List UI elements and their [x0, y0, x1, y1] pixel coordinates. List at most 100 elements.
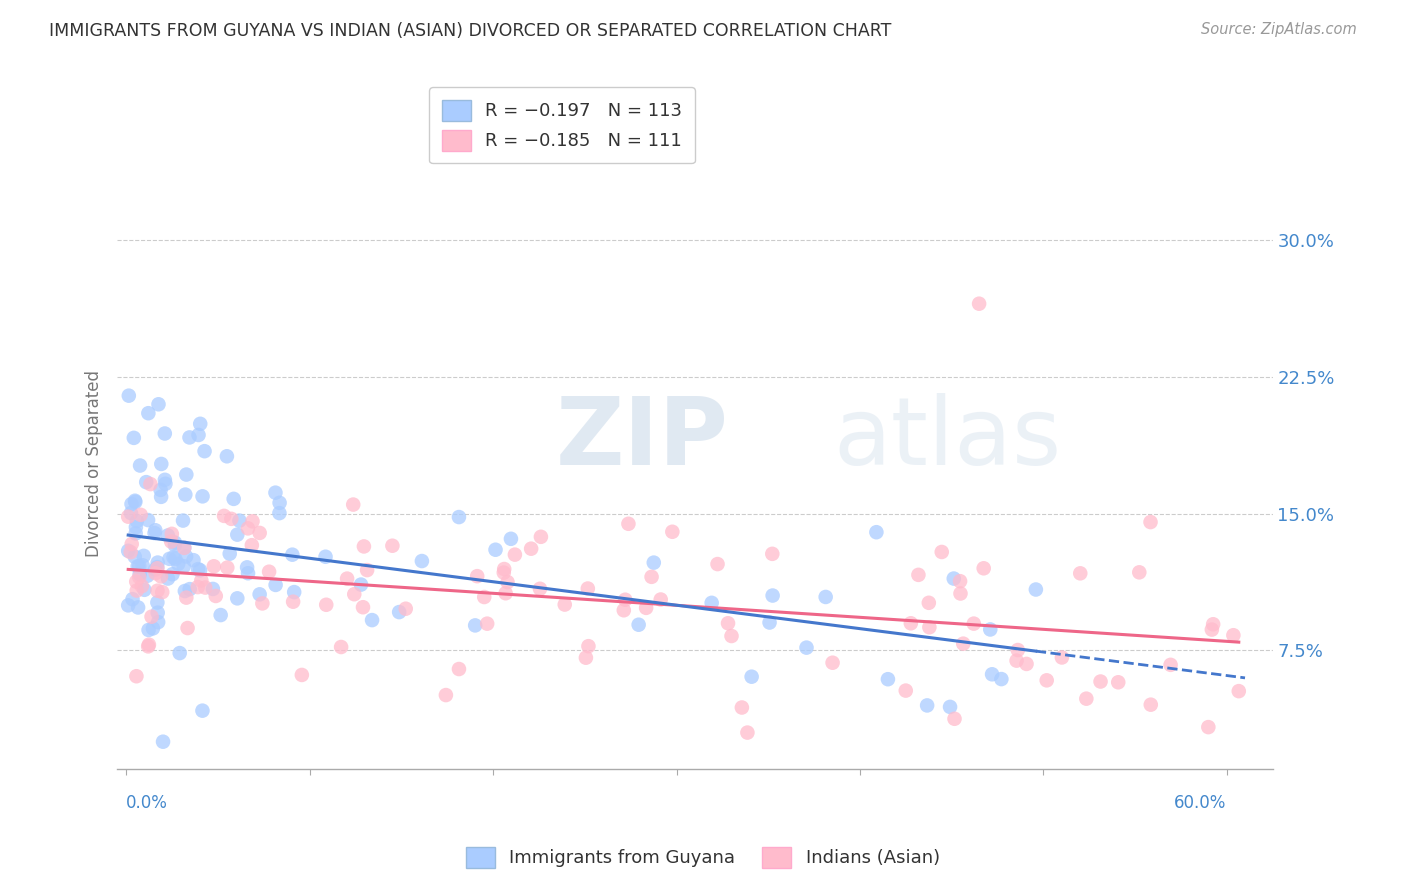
Point [1139, 515, 1161, 529]
Point [1160, 657, 1182, 672]
Point [350, 577, 373, 591]
Point [706, 557, 728, 571]
Point [188, 563, 211, 577]
Text: IMMIGRANTS FROM GUYANA VS INDIAN (ASIAN) DIVORCED OR SEPARATED CORRELATION CHART: IMMIGRANTS FROM GUYANA VS INDIAN (ASIAN)… [49, 22, 891, 40]
Point [636, 600, 658, 615]
Point [1197, 720, 1219, 734]
Legend: R = −0.197   N = 113, R = −0.185   N = 111: R = −0.197 N = 113, R = −0.185 N = 111 [429, 87, 695, 163]
Point [142, 621, 165, 635]
Point [221, 512, 243, 526]
Point [821, 656, 844, 670]
Point [156, 572, 179, 586]
Point [661, 524, 683, 539]
Point [411, 554, 433, 568]
Point [907, 567, 929, 582]
Point [163, 538, 186, 552]
Point [129, 458, 152, 473]
Point [121, 537, 143, 551]
Point [578, 639, 600, 653]
Point [1201, 623, 1223, 637]
Point [762, 589, 785, 603]
Point [1005, 654, 1028, 668]
Point [249, 525, 271, 540]
Point [176, 591, 198, 605]
Point [160, 526, 183, 541]
Point [217, 560, 239, 574]
Point [187, 428, 209, 442]
Point [187, 580, 209, 594]
Point [156, 528, 179, 542]
Point [291, 668, 314, 682]
Point [737, 725, 759, 739]
Point [146, 560, 169, 574]
Point [202, 559, 225, 574]
Point [194, 581, 217, 595]
Point [447, 510, 470, 524]
Point [236, 566, 259, 581]
Point [900, 616, 922, 631]
Point [134, 582, 156, 597]
Point [643, 556, 665, 570]
Point [967, 296, 990, 310]
Point [159, 551, 181, 566]
Point [145, 566, 167, 581]
Point [918, 596, 941, 610]
Point [281, 595, 304, 609]
Point [128, 570, 150, 584]
Point [484, 542, 506, 557]
Point [153, 473, 176, 487]
Point [640, 570, 662, 584]
Point [520, 541, 543, 556]
Point [952, 637, 974, 651]
Point [650, 592, 672, 607]
Point [865, 525, 887, 540]
Point [554, 598, 576, 612]
Point [388, 605, 411, 619]
Point [240, 538, 263, 552]
Point [949, 574, 972, 589]
Point [1025, 582, 1047, 597]
Point [264, 578, 287, 592]
Point [149, 483, 172, 497]
Point [395, 601, 418, 615]
Point [173, 541, 195, 555]
Point [136, 640, 159, 654]
Point [942, 572, 965, 586]
Point [204, 589, 226, 603]
Point [236, 560, 259, 574]
Point [990, 672, 1012, 686]
Point [981, 667, 1004, 681]
Point [191, 489, 214, 503]
Point [530, 530, 553, 544]
Point [499, 532, 522, 546]
Point [529, 582, 551, 596]
Point [613, 603, 636, 617]
Point [173, 541, 195, 555]
Point [118, 389, 141, 403]
Point [877, 672, 900, 686]
Point [894, 683, 917, 698]
Point [173, 559, 195, 574]
Point [242, 514, 264, 528]
Point [117, 599, 139, 613]
Point [179, 430, 201, 444]
Point [179, 582, 201, 596]
Point [252, 596, 274, 610]
Point [162, 550, 184, 565]
Point [150, 569, 173, 583]
Point [1139, 698, 1161, 712]
Point [576, 582, 599, 596]
Point [1035, 673, 1057, 688]
Point [963, 616, 986, 631]
Point [131, 558, 153, 573]
Point [761, 547, 783, 561]
Point [124, 493, 146, 508]
Point [148, 397, 170, 411]
Point [127, 600, 149, 615]
Point [165, 552, 187, 566]
Point [627, 617, 650, 632]
Point [343, 587, 366, 601]
Point [125, 669, 148, 683]
Point [120, 545, 142, 559]
Point [731, 700, 754, 714]
